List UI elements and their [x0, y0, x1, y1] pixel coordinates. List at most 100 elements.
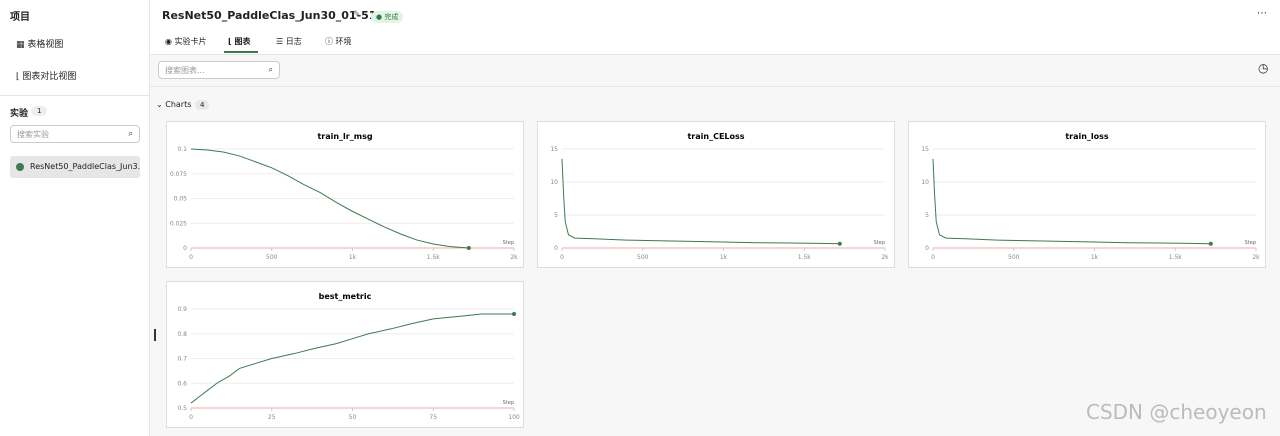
x-tick-label: 500 — [1008, 254, 1020, 261]
y-tick-label: 0.5 — [177, 405, 187, 412]
chart-search[interactable]: 搜索图表... ⌕ — [158, 61, 280, 79]
x-tick-label: 0 — [189, 254, 193, 261]
last-point — [466, 246, 471, 250]
x-tick-label: 500 — [266, 254, 278, 261]
status-badge: ● 完成 — [371, 11, 404, 23]
status: 完成 — [384, 13, 399, 21]
last-point — [837, 241, 842, 246]
edit-icon[interactable]: ✎ — [353, 10, 361, 20]
chart-title: train_lr_msg — [317, 132, 372, 141]
view-label: 图表对比视图 — [22, 72, 77, 82]
header: ResNet50_PaddleClas_Jun30_01-51-49 ✎ ● 完… — [150, 0, 1280, 55]
y-tick-label: 0.075 — [170, 171, 187, 178]
chart: train_lr_msg 0 0.025 0.05 0.075 0.1 0 500 1k 1.5k… — [170, 132, 518, 261]
history-icon[interactable]: ◷ — [1258, 61, 1269, 75]
placeholder: 搜索图表... — [165, 66, 205, 75]
views: ▦ 表格视图 ⌊ 图表对比视图 — [0, 28, 150, 96]
more-menu[interactable]: ⋯ — [1257, 8, 1267, 19]
view-item[interactable]: ▦ 表格视图 — [16, 40, 64, 50]
chart-card: train_loss 0 5 10 15 0 500 1k 1.5k 2k Step — [908, 121, 1266, 268]
experiments-label: 实验 — [10, 109, 29, 119]
last-point — [1208, 241, 1213, 246]
tab-label: 日志 — [285, 37, 302, 46]
y-tick-label: 10 — [550, 179, 558, 186]
x-tick-label: 2k — [510, 254, 518, 261]
tab-underline — [224, 51, 258, 53]
last-point — [512, 311, 516, 316]
y-tick-label: 0.1 — [177, 146, 187, 153]
run-title: ResNet50_PaddleClas_Jun30_01-51-49 — [162, 9, 397, 22]
sidebar-title: 项目 — [10, 12, 30, 23]
run-item[interactable]: ResNet50_PaddleClas_Jun3... — [10, 156, 140, 178]
line — [932, 158, 1211, 245]
run-name: ResNet50_PaddleClas_Jun3... — [30, 162, 140, 171]
chart-title: best_metric — [319, 292, 372, 301]
view-label: 表格视图 — [27, 40, 64, 50]
y-tick-label: 0 — [183, 245, 187, 252]
tab[interactable]: ☰ 日志 — [276, 37, 302, 46]
tab-label: 环境 — [335, 37, 352, 46]
y-tick-label: 15 — [921, 146, 929, 153]
chart-card: train_CELoss 0 5 10 15 0 500 1k 1.5k 2k Step — [537, 121, 895, 268]
line — [190, 148, 469, 249]
x-tick-label: 100 — [508, 414, 520, 421]
section-title: Charts — [165, 100, 192, 109]
x-tick-label: 1k — [349, 254, 357, 261]
x-axis-label: Step — [874, 240, 885, 246]
experiments-count: 1 — [31, 106, 48, 116]
section-count: 4 — [195, 100, 210, 110]
sidebar: 项目 ▦ 表格视图 ⌊ 图表对比视图 实验 1 搜索实验 ⌕ ResNet50_P… — [0, 0, 150, 436]
x-tick-label: 500 — [637, 254, 649, 261]
tab[interactable]: ⓘ 环境 — [325, 37, 352, 46]
divider — [150, 86, 1280, 87]
x-tick-label: 2k — [1252, 254, 1260, 261]
x-axis-label: Step — [1245, 240, 1256, 246]
x-tick-label: 0 — [560, 254, 564, 261]
line — [190, 313, 514, 404]
y-tick-label: 0.6 — [177, 380, 187, 387]
chart: train_CELoss 0 5 10 15 0 500 1k 1.5k 2k Step — [550, 132, 889, 261]
chart-title: train_loss — [1065, 132, 1109, 141]
run-color — [16, 163, 24, 171]
main: ResNet50_PaddleClas_Jun30_01-51-49 ✎ ● 完… — [150, 0, 1280, 436]
line — [561, 158, 840, 245]
x-tick-label: 25 — [268, 414, 276, 421]
y-tick-label: 10 — [921, 179, 929, 186]
placeholder: 搜索实验 — [17, 130, 49, 139]
y-tick-label: 0.7 — [177, 356, 187, 363]
y-tick-label: 15 — [550, 146, 558, 153]
chart: train_loss 0 5 10 15 0 500 1k 1.5k 2k Step — [921, 132, 1260, 261]
chart-title: train_CELoss — [687, 132, 744, 141]
tab[interactable]: ⌊ 图表 — [228, 37, 251, 46]
x-tick-label: 1k — [720, 254, 728, 261]
y-tick-label: 0.025 — [170, 220, 187, 227]
x-tick-label: 50 — [349, 414, 357, 421]
section-toggle[interactable]: ⌄ Charts — [156, 100, 192, 109]
x-tick-label: 2k — [881, 254, 889, 261]
x-tick-label: 1.5k — [1169, 254, 1183, 261]
x-axis-label: Step — [503, 400, 514, 406]
x-tick-label: 1k — [1091, 254, 1099, 261]
x-tick-label: 0 — [931, 254, 935, 261]
view-item[interactable]: ⌊ 图表对比视图 — [16, 72, 77, 82]
y-tick-label: 0.05 — [174, 196, 188, 203]
experiment-search[interactable]: 搜索实验 ⌕ — [10, 125, 140, 143]
x-axis-label: Step — [503, 240, 514, 246]
y-tick-label: 5 — [925, 212, 929, 219]
chart-card: train_lr_msg 0 0.025 0.05 0.075 0.1 0 500 1k 1.5k… — [166, 121, 524, 268]
y-tick-label: 0.8 — [177, 331, 187, 338]
y-tick-label: 0.9 — [177, 306, 187, 313]
tab-label: 实验卡片 — [174, 37, 207, 46]
watermark: CSDN @cheoyeon — [1086, 400, 1267, 424]
y-tick-label: 0 — [554, 245, 558, 252]
tab-label: 图表 — [234, 37, 251, 46]
y-tick-label: 0 — [925, 245, 929, 252]
tab[interactable]: ◉ 实验卡片 — [165, 37, 207, 46]
chart-card: best_metric 0.5 0.6 0.7 0.8 0.9 0 25 50 75 100 Step — [166, 281, 524, 428]
x-tick-label: 1.5k — [427, 254, 441, 261]
x-tick-label: 0 — [189, 414, 193, 421]
resize-handle[interactable] — [154, 329, 156, 341]
chart: best_metric 0.5 0.6 0.7 0.8 0.9 0 25 50 75 100 Step — [177, 292, 520, 421]
y-tick-label: 5 — [554, 212, 558, 219]
